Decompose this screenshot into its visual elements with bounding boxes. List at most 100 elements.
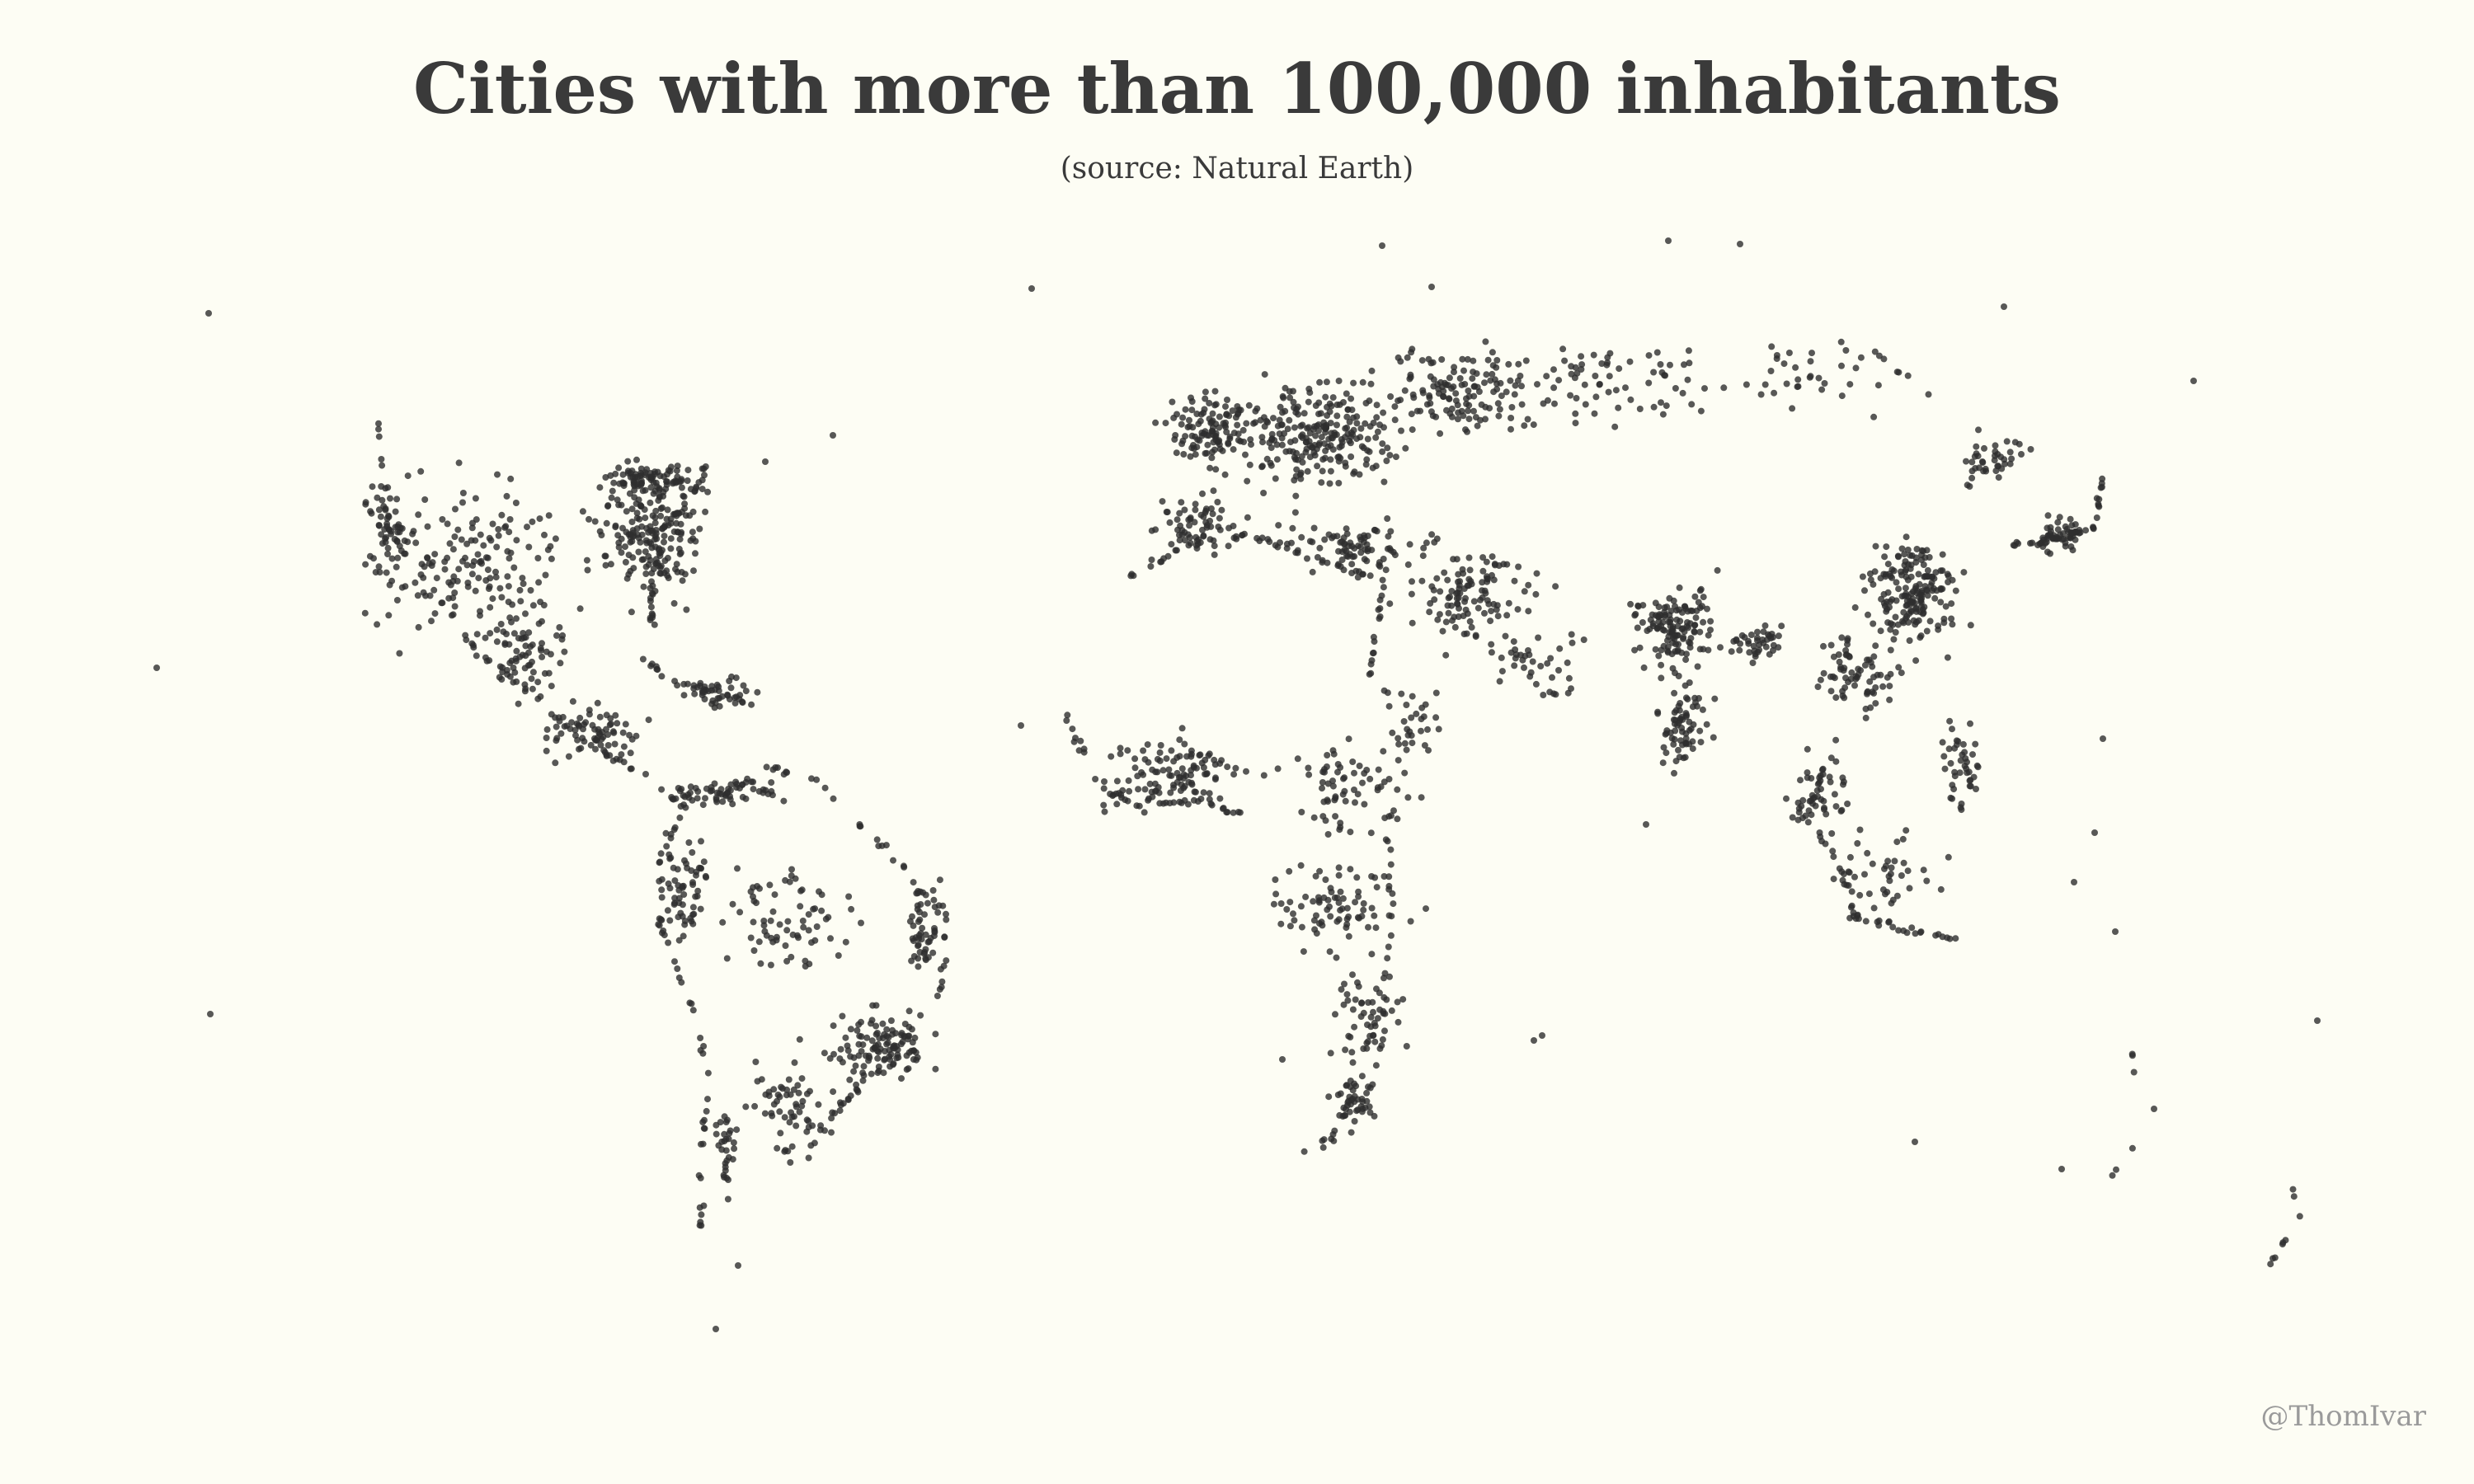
- city-dot: [505, 583, 512, 590]
- city-dot: [1376, 1006, 1384, 1013]
- city-dot: [645, 716, 652, 724]
- city-dot: [1348, 1129, 1355, 1136]
- city-dot: [881, 1056, 888, 1064]
- city-dot: [1968, 474, 1976, 481]
- city-dot: [915, 942, 922, 948]
- city-dot: [1312, 872, 1319, 880]
- city-dot: [1191, 519, 1198, 526]
- city-dot: [2269, 1255, 2276, 1262]
- city-dot: [1199, 490, 1206, 497]
- city-dot: [544, 546, 552, 553]
- city-dot: [787, 1159, 794, 1166]
- city-dot: [795, 934, 802, 942]
- city-dot: [1887, 646, 1894, 654]
- city-dot: [1248, 441, 1254, 448]
- city-dot: [1375, 606, 1382, 613]
- city-dot: [1211, 551, 1218, 558]
- city-dot: [489, 595, 496, 603]
- city-dot: [1820, 669, 1827, 677]
- city-dot: [783, 769, 791, 776]
- city-dot: [1851, 603, 1859, 611]
- city-dot: [1341, 980, 1348, 988]
- city-dot: [1235, 409, 1242, 416]
- city-dot: [1383, 458, 1390, 464]
- city-dot: [410, 528, 417, 535]
- city-dot: [1856, 891, 1864, 899]
- city-dot: [1451, 369, 1457, 376]
- city-dot: [1290, 910, 1296, 918]
- city-dot: [1705, 646, 1712, 654]
- city-dot: [1694, 663, 1701, 670]
- city-dot: [1643, 821, 1649, 828]
- city-dot: [1270, 900, 1277, 908]
- city-dot: [1992, 442, 1999, 449]
- city-dot: [1540, 692, 1547, 698]
- city-dot: [1108, 753, 1115, 760]
- city-dot: [1305, 771, 1313, 778]
- city-dot: [513, 678, 520, 685]
- city-dot: [2047, 550, 2053, 557]
- city-dot: [1912, 1139, 1918, 1145]
- city-dot: [2091, 829, 2098, 836]
- city-dot: [2100, 735, 2106, 742]
- city-dot: [774, 933, 780, 941]
- city-dot: [1487, 618, 1494, 625]
- city-dot: [534, 555, 542, 561]
- city-dot: [1875, 922, 1883, 929]
- city-dot: [1418, 577, 1426, 585]
- city-dot: [1631, 646, 1639, 654]
- city-dot: [703, 785, 710, 792]
- city-dot: [1232, 764, 1239, 772]
- city-dot: [785, 1076, 793, 1083]
- city-dot: [1193, 411, 1201, 417]
- city-dot: [697, 679, 704, 687]
- city-dot: [1193, 444, 1201, 451]
- city-dot: [1357, 549, 1365, 556]
- city-dot: [1236, 809, 1244, 816]
- city-dot: [1378, 592, 1385, 599]
- city-dot: [1378, 1042, 1385, 1050]
- city-dot: [1682, 656, 1690, 664]
- city-dot: [830, 432, 836, 439]
- city-dot: [1846, 853, 1854, 861]
- city-dot: [1418, 727, 1424, 735]
- city-dot: [936, 986, 943, 993]
- city-dot: [1295, 403, 1301, 411]
- city-dot: [424, 555, 431, 561]
- city-dot: [1826, 773, 1833, 781]
- city-dot: [1932, 932, 1940, 939]
- city-dot: [1186, 416, 1192, 424]
- city-dot: [1705, 632, 1712, 639]
- city-dot: [1973, 443, 1980, 450]
- city-dot: [662, 829, 670, 837]
- city-dot: [1918, 547, 1926, 554]
- city-dot: [1293, 466, 1300, 473]
- city-dot: [1261, 371, 1268, 378]
- city-dot: [1379, 440, 1386, 448]
- city-dot: [592, 745, 599, 753]
- city-dot: [697, 1035, 704, 1041]
- city-dot: [1204, 441, 1211, 448]
- city-dot: [2128, 1052, 2136, 1059]
- city-dot: [805, 1124, 812, 1131]
- city-dot: [429, 559, 436, 566]
- city-dot: [1924, 566, 1931, 574]
- city-dot: [1348, 561, 1356, 568]
- city-dot: [1371, 638, 1378, 646]
- city-dot: [730, 1139, 737, 1146]
- city-dot: [1789, 405, 1796, 412]
- city-dot: [681, 793, 689, 801]
- city-dot: [1683, 622, 1691, 630]
- city-dot: [1386, 452, 1394, 459]
- city-dot: [1367, 380, 1375, 387]
- city-dot: [1463, 400, 1470, 407]
- city-dot: [1494, 400, 1502, 407]
- city-dot: [2054, 526, 2062, 533]
- city-dot: [1470, 392, 1478, 400]
- city-dot: [653, 535, 661, 542]
- city-dot: [1578, 361, 1586, 369]
- city-dot: [1473, 370, 1480, 378]
- city-dot: [631, 486, 638, 494]
- city-dot: [1465, 416, 1473, 423]
